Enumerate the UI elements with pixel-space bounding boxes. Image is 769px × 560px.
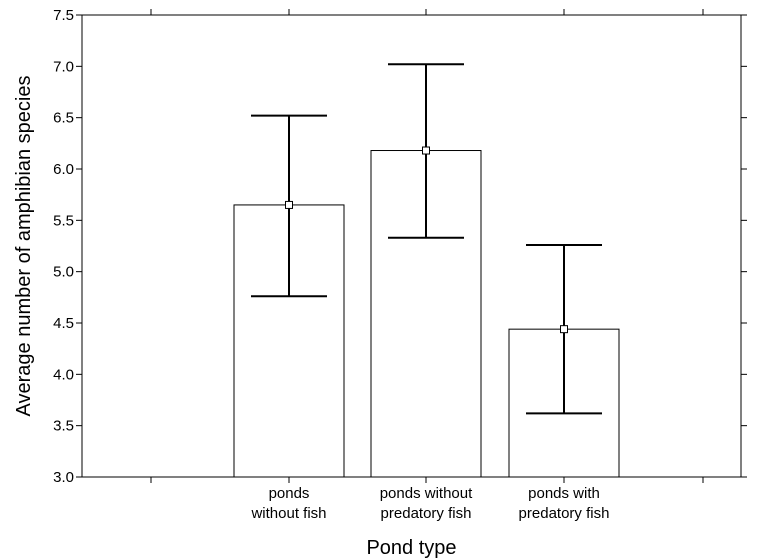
y-tick-label: 4.0: [53, 366, 74, 383]
category-label-line: predatory fish: [381, 505, 472, 522]
mean-marker: [285, 200, 293, 209]
category-label-line: ponds: [269, 485, 310, 502]
category-label: ponds without predatory fish: [380, 485, 473, 522]
category-label-line: ponds with: [528, 485, 600, 502]
category-label-line: without fish: [250, 505, 326, 522]
category-label: ponds without fish: [250, 485, 326, 522]
x-axis: ponds without fish ponds without predatory …: [150, 9, 704, 522]
category-label: ponds with predatory fish: [519, 485, 610, 522]
category-label-line: predatory fish: [519, 505, 610, 522]
y-axis: 3.0 3.5 4.0 4.5 5.0 5.5 6.0 6.5 7.0 7.5: [53, 7, 747, 486]
y-tick-label: 4.5: [53, 315, 74, 332]
y-tick-label: 3.0: [53, 469, 74, 486]
y-tick-label: 3.5: [53, 418, 74, 435]
y-tick-label: 6.0: [53, 161, 74, 178]
category-label-line: ponds without: [380, 485, 473, 502]
y-tick-label: 7.0: [53, 58, 74, 75]
x-axis-title: Pond type: [366, 537, 456, 559]
mean-marker: [422, 146, 430, 155]
y-axis-title: Average number of amphibian species: [13, 76, 35, 417]
mean-markers: [285, 146, 568, 334]
y-tick-label: 7.5: [53, 7, 74, 24]
y-tick-label: 6.5: [53, 110, 74, 127]
y-tick-label: 5.0: [53, 264, 74, 281]
y-tick-label: 5.5: [53, 212, 74, 229]
mean-marker: [560, 325, 568, 334]
